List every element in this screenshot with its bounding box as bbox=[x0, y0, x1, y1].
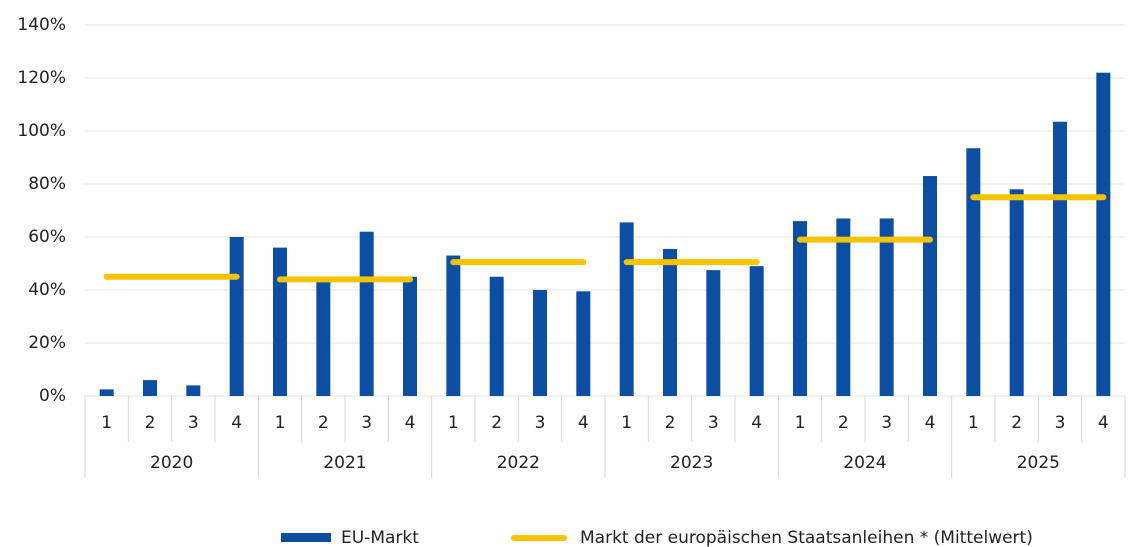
year-label: 2021 bbox=[323, 453, 366, 473]
bar bbox=[359, 231, 374, 396]
y-tick-label: 100% bbox=[17, 121, 66, 141]
y-tick-label: 140% bbox=[17, 15, 66, 35]
bar bbox=[706, 270, 721, 396]
x-tick-label: 3 bbox=[535, 413, 546, 433]
bar bbox=[836, 218, 851, 396]
x-tick-label: 1 bbox=[621, 413, 632, 433]
y-tick-label: 80% bbox=[28, 174, 66, 194]
bar bbox=[923, 176, 937, 396]
bar bbox=[879, 218, 894, 396]
bar bbox=[966, 148, 981, 396]
y-tick-label: 120% bbox=[17, 68, 66, 88]
x-tick-label: 1 bbox=[275, 413, 286, 433]
x-tick-label: 2 bbox=[665, 413, 676, 433]
y-tick-label: 60% bbox=[28, 227, 66, 247]
legend-swatch bbox=[281, 533, 331, 542]
x-tick-label: 4 bbox=[231, 413, 242, 433]
x-tick-label: 1 bbox=[448, 413, 459, 433]
x-tick-label: 3 bbox=[881, 413, 892, 433]
bar bbox=[793, 221, 807, 396]
x-tick-label: 3 bbox=[708, 413, 719, 433]
x-tick-label: 2 bbox=[318, 413, 329, 433]
x-tick-label: 1 bbox=[795, 413, 806, 433]
bar bbox=[446, 255, 461, 396]
year-label: 2022 bbox=[497, 453, 540, 473]
x-tick-label: 4 bbox=[405, 413, 416, 433]
bar bbox=[663, 248, 677, 396]
x-tick-label: 4 bbox=[925, 413, 936, 433]
bar bbox=[186, 385, 201, 396]
y-tick-label: 20% bbox=[28, 333, 66, 353]
bar bbox=[576, 291, 591, 396]
bar bbox=[1009, 189, 1024, 396]
bar bbox=[1096, 72, 1111, 396]
year-label: 2020 bbox=[150, 453, 193, 473]
y-tick-label: 0% bbox=[39, 386, 66, 406]
bar bbox=[403, 276, 417, 396]
legend-label: Markt der europäischen Staatsanleihen * … bbox=[580, 528, 1033, 547]
bar bbox=[316, 282, 331, 396]
x-tick-label: 1 bbox=[101, 413, 112, 433]
bar bbox=[143, 380, 157, 396]
x-tick-label: 3 bbox=[188, 413, 199, 433]
bar bbox=[99, 389, 114, 396]
legend-label: EU-Markt bbox=[341, 528, 419, 547]
bar bbox=[273, 247, 287, 396]
x-tick-label: 2 bbox=[838, 413, 849, 433]
x-tick-label: 4 bbox=[751, 413, 762, 433]
bar bbox=[1053, 121, 1067, 396]
bar bbox=[229, 237, 244, 396]
x-tick-label: 2 bbox=[145, 413, 156, 433]
x-tick-label: 2 bbox=[491, 413, 502, 433]
x-tick-label: 3 bbox=[361, 413, 372, 433]
year-label: 2024 bbox=[843, 453, 886, 473]
x-tick-label: 3 bbox=[1055, 413, 1066, 433]
y-tick-label: 40% bbox=[28, 280, 66, 300]
x-tick-label: 4 bbox=[578, 413, 589, 433]
year-label: 2025 bbox=[1017, 453, 1060, 473]
bar bbox=[533, 290, 547, 396]
x-tick-label: 1 bbox=[968, 413, 979, 433]
x-tick-label: 4 bbox=[1098, 413, 1109, 433]
bar bbox=[489, 276, 504, 396]
bar bbox=[619, 222, 634, 396]
bar bbox=[749, 266, 764, 396]
year-label: 2023 bbox=[670, 453, 713, 473]
x-tick-label: 2 bbox=[1011, 413, 1022, 433]
